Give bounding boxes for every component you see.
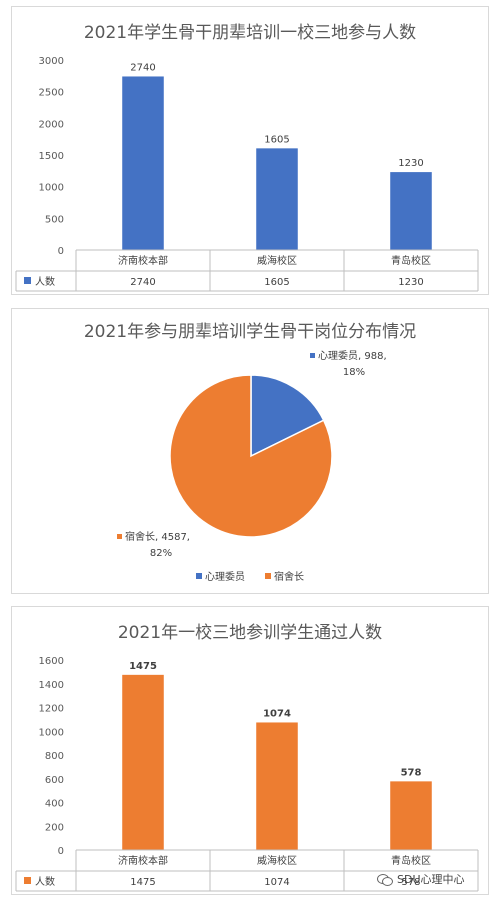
participants-bar-chart: 2021年学生骨干朋辈培训一校三地参与人数 0 500 1000 1500 2000 250… [15, 23, 479, 292]
bar [390, 172, 432, 250]
data-label: 578 [401, 767, 422, 778]
bar [122, 674, 164, 850]
data-label: 1475 [129, 661, 157, 672]
wechat-icon [377, 872, 393, 886]
bar [390, 781, 432, 850]
legend-label: 心理委员 [205, 570, 245, 583]
category-label: 青岛校区 [391, 854, 431, 867]
legend-label: 宿舍长 [274, 570, 304, 583]
data-label: 2740 [130, 62, 155, 73]
legend-key [24, 277, 31, 284]
watermark: SDU心理中心 [377, 870, 465, 888]
table-value: 1074 [264, 877, 289, 888]
pie-slice [250, 374, 325, 458]
label-key [310, 353, 315, 358]
pie-slice [169, 374, 333, 538]
y-tick-label: 1500 [39, 151, 64, 162]
y-tick-label: 800 [45, 751, 64, 762]
slice-percent: 18% [343, 367, 365, 378]
category-label: 青岛校区 [391, 254, 431, 267]
category-label: 威海校区 [257, 254, 297, 267]
category-label: 济南校本部 [118, 854, 168, 867]
chart-title: 2021年一校三地参训学生通过人数 [118, 623, 382, 643]
y-tick-label: 200 [45, 822, 64, 833]
y-tick-label: 1200 [39, 704, 64, 715]
bar [256, 148, 298, 250]
table-value: 1230 [398, 277, 423, 288]
category-label: 济南校本部 [118, 254, 168, 267]
chart-panel-roles: 2021年参与朋辈培训学生骨干岗位分布情况心理委员, 988, 18% 宿舍长, 4… [11, 308, 489, 594]
data-label: 1605 [264, 134, 289, 145]
slice-percent: 82% [150, 548, 172, 559]
label-key [117, 534, 122, 539]
data-label: 1074 [263, 708, 291, 719]
y-tick-label: 400 [45, 799, 64, 810]
table-value: 1475 [130, 877, 155, 888]
y-tick-label: 1000 [39, 727, 64, 738]
bar [122, 76, 164, 250]
bar [256, 722, 298, 850]
y-tick-label: 1600 [39, 656, 64, 667]
y-tick-label: 0 [58, 846, 64, 857]
legend-key [24, 877, 31, 884]
y-tick-label: 0 [58, 246, 64, 257]
legend-key [265, 573, 271, 579]
table-value: 578 [401, 877, 420, 888]
y-tick-label: 1400 [39, 680, 64, 691]
watermark-text: SDU心理中心 [397, 873, 465, 886]
y-tick-label: 600 [45, 775, 64, 786]
slice-label: 宿舍长, 4587, [125, 530, 190, 543]
chart-panel-passed: 2021年一校三地参训学生通过人数 0 200 400 600 800 1000 1200 14… [11, 606, 489, 895]
chart-title: 2021年参与朋辈培训学生骨干岗位分布情况 [84, 322, 416, 342]
slice-label: 心理委员, 988, [318, 349, 387, 362]
table-value: 1605 [264, 277, 289, 288]
category-label: 威海校区 [257, 854, 297, 867]
passed-bar-chart: 2021年一校三地参训学生通过人数 0 200 400 600 800 1000 1200 14… [15, 623, 479, 892]
data-label: 1230 [398, 158, 423, 169]
series-name: 人数 [35, 875, 55, 888]
y-tick-label: 2500 [39, 88, 64, 99]
chart-panel-participants: 2021年学生骨干朋辈培训一校三地参与人数 0 500 1000 1500 2000 250… [11, 6, 489, 295]
series-name: 人数 [35, 275, 55, 288]
legend-key [196, 573, 202, 579]
table-value: 2740 [130, 277, 155, 288]
y-tick-label: 2000 [39, 119, 64, 130]
y-tick-label: 1000 [39, 183, 64, 194]
y-tick-label: 500 [45, 214, 64, 225]
chart-title: 2021年学生骨干朋辈培训一校三地参与人数 [84, 23, 416, 43]
y-tick-label: 3000 [39, 56, 64, 67]
